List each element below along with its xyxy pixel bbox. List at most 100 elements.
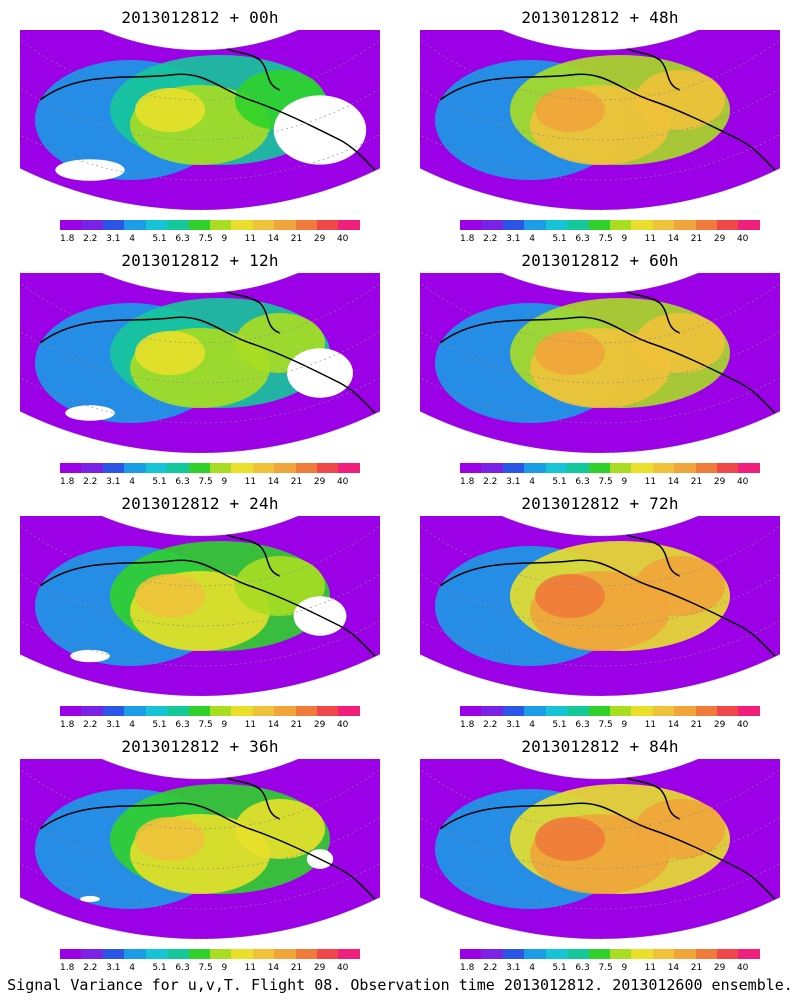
panel-title: 2013012812 + 72h	[521, 494, 679, 513]
colorbar-tick-label: 14	[267, 720, 280, 730]
colorbar-segment	[252, 949, 275, 959]
colorbar-tick-label: 9	[621, 477, 628, 487]
colorbar-segment	[167, 949, 189, 959]
colorbar-segment	[81, 949, 103, 959]
colorbar-segment	[460, 220, 482, 230]
colorbar-segment	[252, 463, 275, 473]
graticule-line	[20, 759, 380, 830]
colorbar-segment	[209, 220, 232, 230]
colorbar-tick-label: 40	[336, 234, 349, 244]
panel-title: 2013012812 + 00h	[121, 8, 279, 27]
map-border	[20, 30, 380, 210]
colorbar-segment	[274, 463, 296, 473]
colorbar-tick-label: 3.1	[506, 234, 521, 244]
colorbar-segment	[652, 706, 675, 716]
colorbar-tick-label: 40	[736, 234, 749, 244]
graticule-line	[420, 30, 780, 181]
colorbar-segment	[102, 706, 125, 716]
colorbar-tick-label: 2.2	[483, 720, 498, 730]
map-panel: 2013012812 + 60h 1.8 2.2 3.1 4 5.1 6.3 7.5 9 11 14…	[410, 243, 790, 488]
colorbar-tick-label: 11	[644, 720, 657, 730]
coastline	[439, 73, 776, 171]
colorbar-tick-label: 40	[736, 720, 749, 730]
colorbar-tick-label: 11	[244, 720, 257, 730]
colorbar-segment	[674, 463, 696, 473]
colorbar-ticks: 1.8 2.2 3.1 4 5.1 6.3 7.5 9 11 14 21 29 40	[60, 234, 360, 244]
colorbar-tick-label: 2.2	[83, 477, 98, 487]
no-data-region	[70, 649, 110, 663]
colorbar-segment	[545, 463, 568, 473]
colorbar-segment	[717, 706, 739, 716]
colorbar-tick-label: 7.5	[198, 963, 213, 973]
colorbar-segment	[145, 463, 168, 473]
colorbar-segment	[717, 463, 739, 473]
colorbar-tick-label: 5.1	[552, 234, 567, 244]
colorbar-tick-label: 2.2	[483, 963, 498, 973]
colorbar-segment	[231, 463, 253, 473]
colorbar-tick-label: 21	[290, 963, 303, 973]
variance-map	[420, 273, 780, 453]
colorbar-tick-label: 9	[621, 720, 628, 730]
colorbar-tick-label: 2.2	[83, 720, 98, 730]
colorbar-tick-label: 4	[529, 720, 535, 730]
colorbar-tick-label: 11	[244, 963, 257, 973]
colorbar-tick-label: 4	[529, 477, 535, 487]
colorbar-tick-label: 7.5	[598, 234, 613, 244]
colorbar-tick-label: 3.1	[106, 477, 121, 487]
colorbar-segment	[738, 706, 760, 716]
map-panel: 2013012812 + 24h 1.8 2.2 3.1 4 5.1 6.3 7.5 9 11 14…	[10, 486, 390, 731]
colorbar-segment	[631, 949, 653, 959]
colorbar	[460, 220, 760, 232]
colorbar-segment	[252, 706, 275, 716]
colorbar-ticks: 1.8 2.2 3.1 4 5.1 6.3 7.5 9 11 14 21 29 40	[60, 963, 360, 973]
colorbar-segment	[717, 220, 739, 230]
colorbar-segment	[631, 220, 653, 230]
colorbar-tick-label: 5.1	[152, 720, 167, 730]
coastline	[39, 316, 376, 414]
colorbar-tick-label: 9	[221, 234, 228, 244]
colorbar-tick-label: 14	[267, 477, 280, 487]
colorbar-segment	[124, 706, 146, 716]
variance-contour	[235, 556, 325, 616]
colorbar-tick-label: 2.2	[83, 234, 98, 244]
colorbar-tick-label: 7.5	[198, 720, 213, 730]
variance-contour	[635, 556, 725, 616]
colorbar-segment	[209, 463, 232, 473]
colorbar-tick-label: 4	[129, 477, 135, 487]
colorbar-tick-label: 3.1	[506, 477, 521, 487]
colorbar-tick-label: 21	[290, 720, 303, 730]
colorbar-segment	[167, 220, 189, 230]
coastline	[619, 773, 681, 820]
colorbar-tick-label: 6.3	[575, 234, 590, 244]
colorbar-segment	[545, 220, 568, 230]
colorbar-tick-label: 6.3	[575, 477, 590, 487]
map-border	[420, 516, 780, 696]
colorbar-ticks: 1.8 2.2 3.1 4 5.1 6.3 7.5 9 11 14 21 29 40	[460, 234, 760, 244]
variance-contour	[535, 574, 605, 618]
variance-map	[420, 516, 780, 696]
colorbar-segment	[717, 949, 739, 959]
colorbar-tick-label: 1.8	[460, 963, 475, 973]
colorbar-segment	[652, 463, 675, 473]
colorbar-segment	[81, 706, 103, 716]
variance-contour	[535, 331, 605, 375]
colorbar-segment	[460, 706, 482, 716]
colorbar-tick-label: 9	[221, 477, 228, 487]
colorbar-segment	[609, 220, 632, 230]
colorbar-tick-label: 4	[129, 234, 135, 244]
colorbar-segment	[524, 949, 546, 959]
colorbar-segment	[545, 949, 568, 959]
colorbar-segment	[60, 949, 82, 959]
colorbar-tick-label: 7.5	[598, 477, 613, 487]
variance-contour	[635, 70, 725, 130]
colorbar-tick-label: 9	[621, 963, 628, 973]
colorbar-segment	[145, 949, 168, 959]
colorbar-segment	[188, 949, 210, 959]
map-border	[420, 759, 780, 939]
colorbar-segment	[274, 706, 296, 716]
variance-contour	[635, 799, 725, 859]
colorbar-segment	[295, 706, 318, 716]
colorbar-tick-label: 7.5	[198, 477, 213, 487]
colorbar-segment	[674, 706, 696, 716]
map-border	[20, 516, 380, 696]
